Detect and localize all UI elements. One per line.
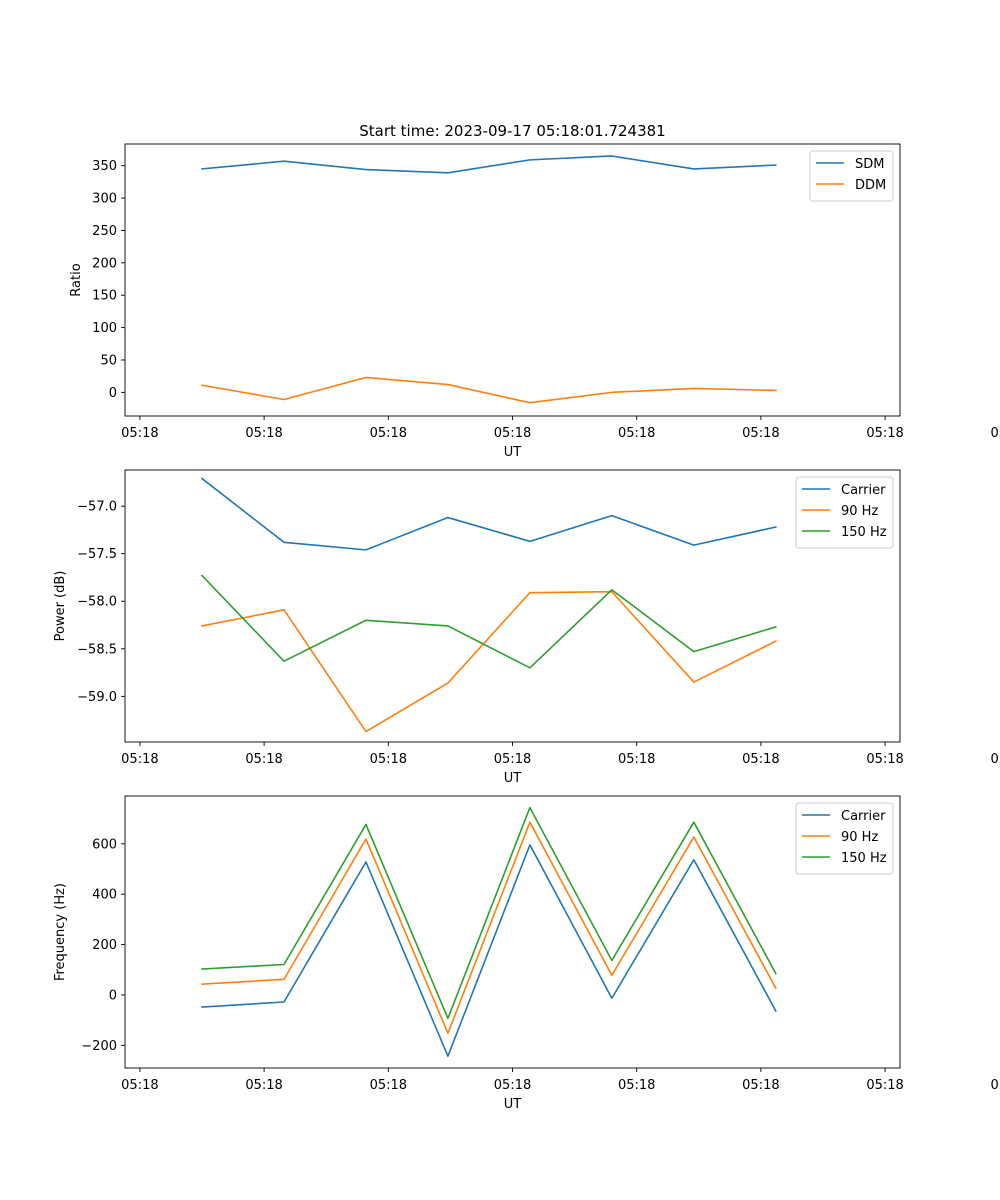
y-tick-label: 250: [92, 224, 117, 239]
legend-label: 150 Hz: [841, 851, 887, 866]
x-tick-label: 05:18: [866, 426, 903, 441]
legend-label: Carrier: [841, 809, 886, 824]
legend-label: Carrier: [841, 483, 886, 498]
x-tick-label: 05:18: [494, 1078, 531, 1093]
y-tick-label: 300: [92, 192, 117, 207]
x-tick-label: 05:18: [370, 752, 407, 767]
y-tick-label: 0: [109, 386, 117, 401]
y-tick-label: 600: [92, 837, 117, 852]
legend-label: 150 Hz: [841, 525, 887, 540]
series-line-carrier: [201, 844, 777, 1057]
x-tick-label: 05:18: [245, 426, 282, 441]
series-line-90-hz: [201, 590, 777, 733]
y-tick-label: −59.0: [77, 690, 117, 705]
y-axis-label: Ratio: [69, 263, 84, 296]
series-lines: [200, 477, 777, 733]
chart-title: Start time: 2023-09-17 05:18:01.724381: [359, 122, 665, 140]
x-axis-label: UT: [504, 445, 522, 460]
x-tick-label: 05:18: [370, 1078, 407, 1093]
series-line-150-hz: [200, 574, 777, 669]
x-tick-label: 05:19: [991, 752, 1000, 767]
y-tick-label: −57.0: [77, 500, 117, 515]
y-tick-label: 350: [92, 159, 117, 174]
y-tick-label: 200: [92, 938, 117, 953]
x-tick-label: 05:18: [121, 426, 158, 441]
x-tick-label: 05:18: [245, 1078, 282, 1093]
y-axis-label: Power (dB): [53, 571, 68, 642]
series-line-ddm: [201, 376, 777, 404]
x-tick-label: 05:18: [742, 752, 779, 767]
series-line-carrier: [200, 477, 777, 551]
x-tick-label: 05:18: [618, 426, 655, 441]
y-tick-label: 200: [92, 256, 117, 271]
y-tick-label: −57.5: [77, 547, 117, 562]
y-tick-label: 0: [109, 988, 117, 1003]
series-line-150-hz: [201, 806, 777, 1020]
x-tick-label: 05:18: [618, 752, 655, 767]
y-tick-label: −200: [81, 1039, 117, 1054]
x-tick-label: 05:18: [245, 752, 282, 767]
x-tick-label: 05:18: [742, 426, 779, 441]
subplot-2: 05:18 05:18 05:18 05:18 05:18 05:18 05:18 05:19…: [53, 469, 1000, 786]
x-tick-label: 05:18: [494, 426, 531, 441]
x-tick-label: 05:18: [494, 752, 531, 767]
x-tick-label: 05:18: [121, 1078, 158, 1093]
series-lines: [201, 155, 777, 404]
y-tick-label: 100: [92, 321, 117, 336]
y-tick-label: −58.0: [77, 595, 117, 610]
y-axis-label: Frequency (Hz): [53, 883, 68, 981]
x-axis-label: UT: [504, 1097, 522, 1112]
y-tick-label: −58.5: [77, 642, 117, 657]
y-tick-label: 150: [92, 289, 117, 304]
legend-label: SDM: [855, 157, 884, 172]
x-tick-label: 05:18: [121, 752, 158, 767]
legend: SDM DDM: [809, 150, 894, 202]
legend-label: 90 Hz: [841, 830, 878, 845]
x-tick-label: 05:18: [742, 1078, 779, 1093]
x-tick-label: 05:18: [866, 752, 903, 767]
series-line-sdm: [201, 155, 777, 174]
series-lines: [201, 806, 777, 1057]
legend: Carrier 90 Hz 150 Hz: [795, 802, 894, 875]
x-tick-label: 05:18: [370, 426, 407, 441]
subplot-3: 05:18 05:18 05:18 05:18 05:18 05:18 05:18 05:19…: [53, 795, 1000, 1112]
subplots: Start time: 2023-09-17 05:18:01.72438105…: [53, 122, 1000, 1112]
legend-label: DDM: [855, 178, 886, 193]
subplot-1: Start time: 2023-09-17 05:18:01.72438105…: [69, 122, 1000, 460]
x-tick-label: 05:19: [991, 1078, 1000, 1093]
y-tick-label: 50: [100, 353, 117, 368]
legend: Carrier 90 Hz 150 Hz: [795, 476, 894, 549]
x-tick-label: 05:18: [618, 1078, 655, 1093]
x-tick-label: 05:18: [866, 1078, 903, 1093]
x-tick-label: 05:19: [991, 426, 1000, 441]
series-line-90-hz: [201, 821, 777, 1035]
x-axis-label: UT: [504, 771, 522, 786]
y-tick-label: 400: [92, 888, 117, 903]
legend-label: 90 Hz: [841, 504, 878, 519]
